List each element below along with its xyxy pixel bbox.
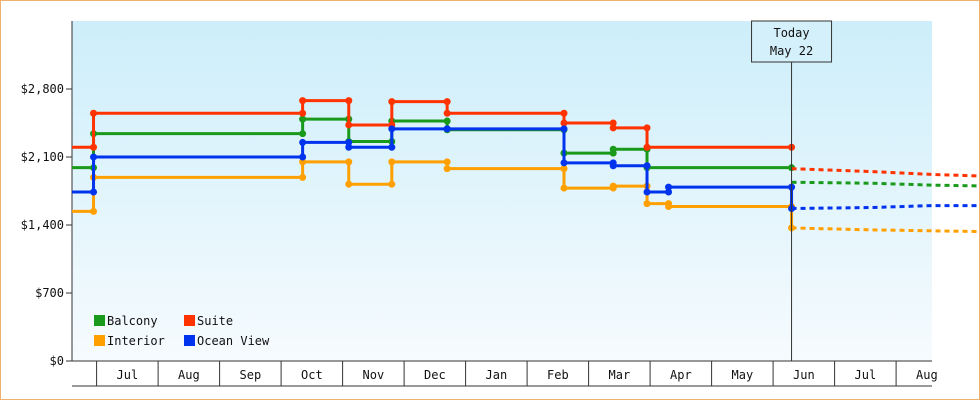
y-tick-label: $1,400 bbox=[21, 218, 64, 232]
data-point bbox=[443, 109, 451, 117]
series-forecast-line bbox=[791, 226, 979, 234]
today-label-title: Today bbox=[773, 26, 809, 40]
data-point bbox=[388, 98, 396, 106]
series-line bbox=[72, 99, 792, 149]
data-point bbox=[90, 109, 98, 117]
data-point bbox=[643, 124, 651, 132]
data-point bbox=[299, 173, 307, 181]
data-point bbox=[90, 143, 98, 151]
data-point bbox=[299, 153, 307, 161]
plot-area-background bbox=[72, 21, 932, 361]
data-point bbox=[560, 159, 568, 167]
today-marker: Today May 22 bbox=[751, 20, 833, 361]
series-forecast-line bbox=[791, 167, 979, 178]
x-tick-label: Jan bbox=[486, 368, 508, 382]
y-tick-label: $2,100 bbox=[21, 150, 64, 164]
data-point bbox=[609, 145, 617, 153]
data-point bbox=[345, 97, 353, 105]
x-tick-label: Aug bbox=[916, 368, 938, 382]
data-point bbox=[443, 117, 451, 125]
data-point bbox=[299, 158, 307, 166]
x-tick-label: Mar bbox=[609, 368, 631, 382]
data-point bbox=[665, 188, 673, 196]
data-point bbox=[345, 143, 353, 151]
data-point bbox=[643, 143, 651, 151]
data-point bbox=[299, 109, 307, 117]
data-point bbox=[388, 158, 396, 166]
data-point bbox=[560, 119, 568, 127]
legend-swatch bbox=[94, 315, 105, 326]
data-point bbox=[665, 183, 673, 191]
data-point bbox=[299, 130, 307, 138]
x-tick-label: Aug bbox=[178, 368, 200, 382]
series-lines bbox=[72, 97, 979, 234]
data-point bbox=[345, 158, 353, 166]
data-point bbox=[643, 200, 651, 208]
data-point bbox=[90, 207, 98, 215]
data-point bbox=[299, 115, 307, 123]
series-line bbox=[72, 117, 792, 170]
data-point bbox=[560, 184, 568, 192]
x-tick-label: Oct bbox=[301, 368, 323, 382]
legend-swatch bbox=[184, 315, 195, 326]
data-point bbox=[609, 182, 617, 190]
x-tick-label: Sep bbox=[240, 368, 262, 382]
data-point bbox=[560, 109, 568, 117]
data-point bbox=[643, 188, 651, 196]
data-point bbox=[560, 165, 568, 173]
data-point bbox=[560, 125, 568, 133]
legend: Balcony Suite Interior Ocean View bbox=[94, 314, 270, 348]
y-tick-label: $700 bbox=[35, 286, 64, 300]
y-tick-label: $0 bbox=[50, 354, 64, 368]
x-tick-label: Feb bbox=[547, 368, 569, 382]
data-point bbox=[443, 98, 451, 106]
y-tick-label: $2,800 bbox=[21, 82, 64, 96]
data-point bbox=[388, 180, 396, 188]
x-tick-label: Jul bbox=[117, 368, 139, 382]
axes: $0 $700 $1,400 $2,100 $2,800 Jul Aug Sep Oct Nov D… bbox=[21, 21, 938, 387]
x-tick-label: Jul bbox=[855, 368, 877, 382]
data-point bbox=[388, 143, 396, 151]
data-point bbox=[299, 97, 307, 105]
x-tick-label: Nov bbox=[363, 368, 385, 382]
data-point bbox=[345, 138, 353, 146]
data-point bbox=[345, 121, 353, 129]
legend-swatch bbox=[184, 335, 195, 346]
x-tick-label: May bbox=[732, 368, 754, 382]
data-point bbox=[443, 125, 451, 133]
series-forecast-line bbox=[791, 204, 979, 210]
legend-label: Suite bbox=[197, 314, 233, 328]
data-point bbox=[388, 125, 396, 133]
data-point bbox=[443, 158, 451, 166]
series-forecast-line bbox=[791, 180, 979, 188]
data-point bbox=[643, 162, 651, 170]
legend-swatch bbox=[94, 335, 105, 346]
legend-label: Ocean View bbox=[197, 334, 270, 348]
data-point bbox=[299, 138, 307, 146]
data-point bbox=[443, 165, 451, 173]
data-point bbox=[609, 162, 617, 170]
legend-label: Interior bbox=[107, 334, 165, 348]
data-point bbox=[90, 153, 98, 161]
today-label-date: May 22 bbox=[770, 44, 813, 58]
today-label-box bbox=[751, 20, 833, 63]
data-point bbox=[665, 203, 673, 211]
data-point bbox=[609, 119, 617, 127]
data-point bbox=[90, 188, 98, 196]
data-point bbox=[345, 180, 353, 188]
data-point bbox=[609, 124, 617, 132]
x-tick-label: Jun bbox=[793, 368, 815, 382]
legend-label: Balcony bbox=[107, 314, 158, 328]
x-tick-label: Apr bbox=[670, 368, 692, 382]
x-tick-label: Dec bbox=[424, 368, 446, 382]
